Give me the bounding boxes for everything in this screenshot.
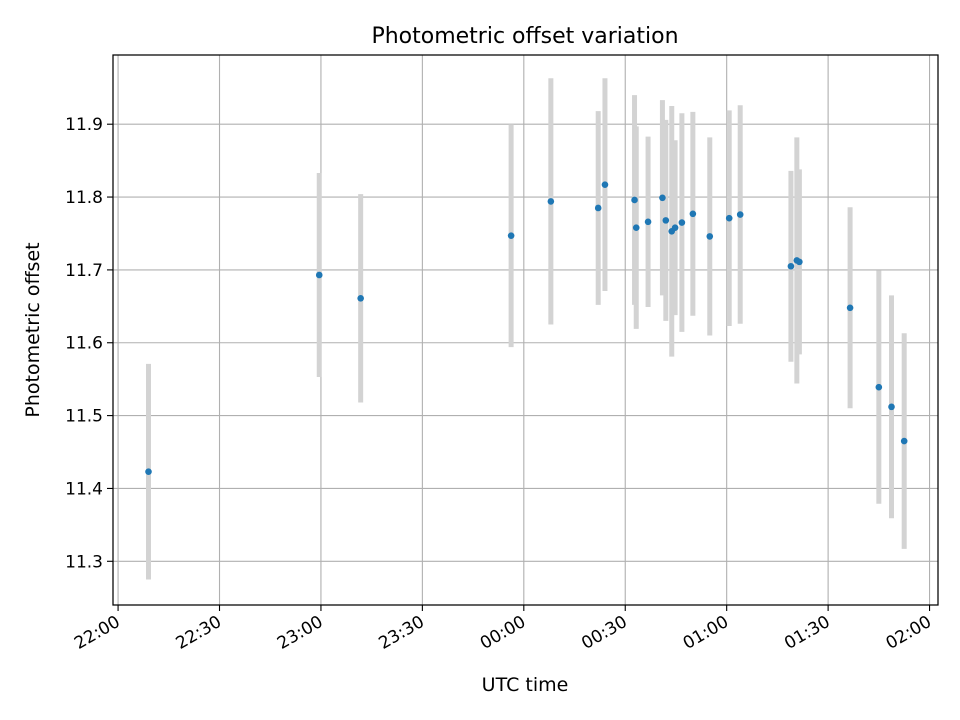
y-tick-label: 11.4 <box>65 479 103 499</box>
y-tick-label: 11.5 <box>65 407 103 427</box>
plot-frame <box>112 54 939 606</box>
y-tick-label: 11.3 <box>65 552 103 572</box>
data-point <box>315 271 323 279</box>
data-point <box>547 198 555 205</box>
data-point <box>787 262 795 270</box>
y-axis-label: Photometric offset <box>22 242 44 417</box>
data-points <box>145 181 908 475</box>
data-point <box>601 181 609 188</box>
data-point <box>659 194 666 202</box>
data-point <box>644 218 652 226</box>
data-point <box>900 437 908 445</box>
data-point <box>796 258 803 266</box>
data-point <box>725 214 733 222</box>
data-point <box>678 219 686 226</box>
data-point <box>706 233 714 240</box>
y-axis-ticks: 11.3 11.4 11.5 11.6 11.7 11.8 11.9 <box>65 115 113 572</box>
y-tick-label: 11.6 <box>65 334 103 354</box>
x-axis-label: UTC time <box>482 674 569 696</box>
data-point <box>632 224 640 231</box>
data-point <box>357 295 364 302</box>
data-point <box>888 403 895 411</box>
data-point <box>875 383 883 391</box>
chart-title: Photometric offset variation <box>371 24 678 49</box>
data-point <box>594 204 602 212</box>
data-point <box>671 224 679 231</box>
data-point <box>689 210 697 218</box>
y-tick-label: 11.7 <box>65 261 103 281</box>
data-point <box>846 304 854 312</box>
y-tick-label: 11.8 <box>65 188 103 208</box>
y-tick-label: 11.9 <box>65 115 103 135</box>
data-point <box>736 211 744 218</box>
data-point <box>145 468 152 475</box>
data-point <box>662 217 670 224</box>
data-point <box>631 196 638 204</box>
data-point <box>507 232 515 239</box>
